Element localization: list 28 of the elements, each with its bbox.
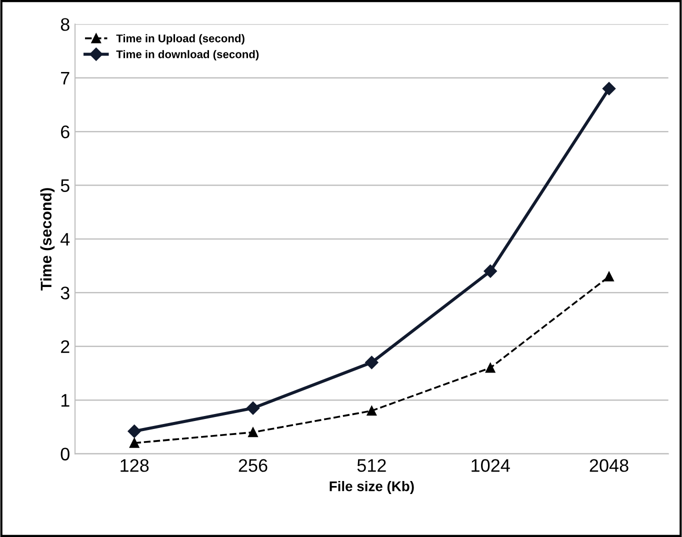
point	[604, 272, 614, 282]
y-axis-title: Time (second)	[40, 188, 55, 290]
x-tick-label: 1024	[472, 459, 510, 472]
legend-label: Time in download (second)	[116, 50, 259, 60]
point	[246, 402, 260, 415]
x-tick-label: 128	[120, 459, 149, 472]
point	[129, 438, 140, 448]
y-tick-label: 2	[61, 340, 70, 353]
y-tick-label: 6	[61, 126, 70, 138]
x-tick-label: 256	[238, 459, 268, 472]
legend-label: Time in Upload (second)	[116, 34, 244, 45]
y-tick-label: 3	[60, 286, 70, 300]
y-tick-label: 7	[61, 72, 70, 84]
point	[365, 356, 378, 370]
y-tick-label: 5	[60, 179, 70, 192]
point	[602, 82, 616, 96]
point	[128, 424, 141, 438]
y-tick-label: 4	[60, 233, 70, 246]
y-tick-label: 1	[61, 394, 70, 407]
x-axis-title: File size (Kb)	[330, 481, 414, 494]
y-tick-label: 8	[60, 18, 70, 31]
y-tick-label: 0	[60, 448, 70, 460]
point	[484, 264, 497, 278]
point	[248, 427, 258, 438]
point	[485, 362, 496, 373]
point	[366, 406, 377, 416]
x-tick-label: 2048	[590, 459, 628, 472]
x-tick-label: 512	[357, 459, 386, 472]
